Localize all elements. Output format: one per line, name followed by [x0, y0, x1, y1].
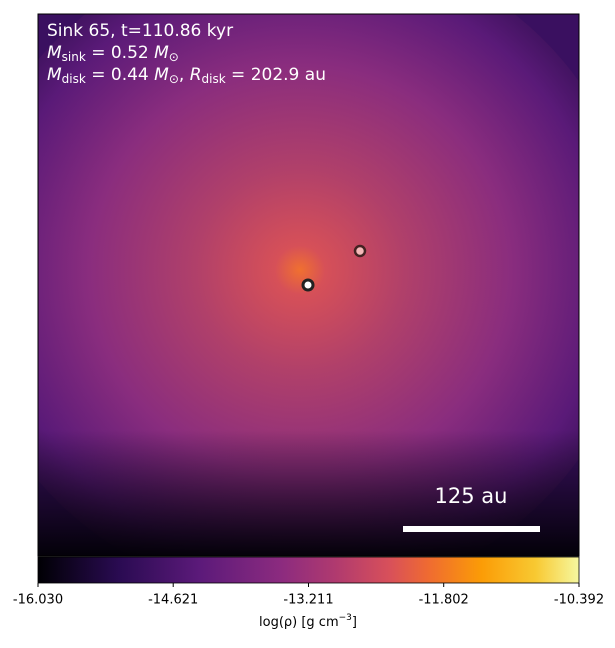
tick-label: -13.211 [283, 593, 333, 608]
sink-marker [353, 244, 367, 258]
image-frame [37, 13, 580, 557]
density-image [38, 14, 579, 556]
colorbar [37, 556, 580, 584]
scale-bar-label: 125 au [435, 484, 508, 508]
tick-label: -16.030 [13, 593, 63, 608]
annotation: Mdisk = 0.44 M⊙, Rdisk = 202.9 au [47, 65, 326, 86]
annotation: Msink = 0.52 M⊙ [47, 43, 179, 64]
sink-marker [301, 278, 315, 292]
tick-label: -14.621 [148, 593, 198, 608]
colorbar-label: log(ρ) [g cm−3] [259, 613, 357, 630]
tick-label: -10.392 [554, 593, 604, 608]
title: Sink 65, t=110.86 kyr [47, 21, 233, 41]
scale-bar [403, 526, 540, 532]
tick-label: -11.802 [419, 593, 469, 608]
